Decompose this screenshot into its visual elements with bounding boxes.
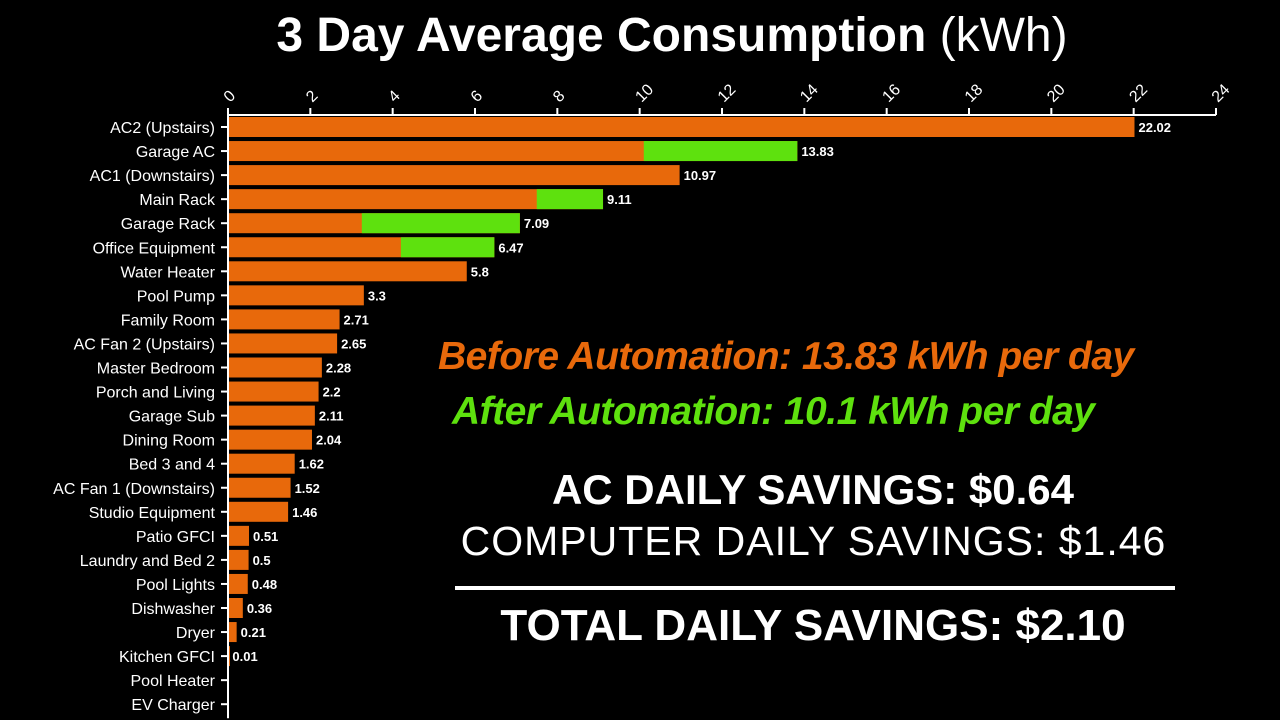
category-label: AC Fan 2 (Upstairs) bbox=[74, 336, 215, 353]
category-label: Pool Heater bbox=[131, 673, 216, 690]
x-tick-label: 22 bbox=[1126, 81, 1151, 106]
value-label: 0.01 bbox=[232, 649, 257, 664]
value-label: 2.04 bbox=[316, 433, 342, 448]
category-label: Dining Room bbox=[123, 433, 215, 450]
category-label: Family Room bbox=[121, 312, 215, 329]
bar-before bbox=[229, 405, 315, 426]
bar-before bbox=[229, 357, 322, 378]
bar-savings-segment bbox=[643, 141, 798, 162]
category-label: Water Heater bbox=[120, 264, 215, 281]
bar-before bbox=[229, 501, 289, 522]
value-labels: 22.02 13.83 10.97 9.11 7.096.47 5.8 3.3 2.71 2.6… bbox=[232, 120, 1171, 664]
bar-savings-segment bbox=[536, 189, 604, 210]
before-automation-text: Before Automation: 13.83 kWh per day bbox=[438, 335, 1134, 378]
bar-savings-segment bbox=[400, 237, 495, 258]
bar-before bbox=[229, 429, 312, 450]
category-label: Patio GFCI bbox=[136, 529, 215, 546]
category-label: Studio Equipment bbox=[89, 505, 216, 522]
x-tick-label: 20 bbox=[1044, 81, 1069, 106]
bar-before bbox=[229, 598, 243, 618]
bar-before bbox=[229, 117, 1135, 137]
category-label: Master Bedroom bbox=[97, 361, 215, 378]
category-label: Dishwasher bbox=[131, 601, 215, 618]
x-axis: 0 2 4 6 8 10 12 14 16 18 20 22 24 bbox=[221, 81, 1234, 116]
value-label: 5.8 bbox=[471, 264, 489, 279]
x-tick-label: 16 bbox=[879, 81, 904, 106]
x-tick-label: 8 bbox=[550, 87, 568, 105]
bar-before bbox=[229, 622, 237, 643]
category-label: Laundry and Bed 2 bbox=[80, 553, 215, 570]
x-tick-label: 0 bbox=[221, 87, 239, 105]
category-label: Pool Pump bbox=[137, 288, 215, 305]
bars bbox=[229, 117, 1135, 667]
bar-before bbox=[229, 189, 604, 210]
after-automation-text: After Automation: 10.1 kWh per day bbox=[452, 390, 1095, 433]
bar-before bbox=[229, 309, 340, 330]
value-label: 2.11 bbox=[319, 409, 344, 424]
x-tick-label: 12 bbox=[715, 81, 740, 106]
chart-title: 3 Day Average Consumption (kWh) bbox=[0, 8, 1280, 63]
bar-before bbox=[229, 525, 249, 546]
bar-savings-segment bbox=[361, 213, 520, 234]
bar-before bbox=[229, 261, 467, 282]
bar-before bbox=[229, 333, 338, 354]
value-label: 2.2 bbox=[323, 385, 341, 400]
value-label: 2.65 bbox=[341, 336, 366, 351]
x-tick-label: 24 bbox=[1209, 81, 1234, 106]
bar-before bbox=[229, 285, 364, 306]
bar-before bbox=[229, 477, 291, 498]
value-label: 13.83 bbox=[801, 144, 834, 159]
category-label: Kitchen GFCI bbox=[119, 649, 215, 666]
value-label: 1.46 bbox=[292, 505, 317, 520]
category-label: AC1 (Downstairs) bbox=[90, 168, 215, 185]
category-label: AC2 (Upstairs) bbox=[110, 120, 215, 137]
x-tick-label: 4 bbox=[385, 87, 403, 105]
category-label: Bed 3 and 4 bbox=[129, 457, 215, 474]
category-label: Garage AC bbox=[136, 144, 215, 161]
bar-before bbox=[229, 453, 295, 474]
bar-before bbox=[229, 646, 230, 667]
category-label: EV Charger bbox=[131, 697, 215, 714]
value-label: 3.3 bbox=[368, 288, 386, 303]
value-label: 0.5 bbox=[253, 553, 271, 568]
savings-divider bbox=[455, 586, 1175, 590]
total-savings-text: TOTAL DAILY SAVINGS: $2.10 bbox=[500, 601, 1126, 650]
value-label: 2.28 bbox=[326, 361, 351, 376]
x-tick-label: 10 bbox=[632, 81, 657, 106]
x-tick-label: 14 bbox=[797, 81, 822, 106]
category-label: Porch and Living bbox=[96, 385, 215, 402]
chart-title-unit: (kWh) bbox=[939, 9, 1068, 62]
ac-savings-text: AC DAILY SAVINGS: $0.64 bbox=[551, 466, 1075, 513]
value-label: 0.21 bbox=[241, 625, 266, 640]
chart-title-main: 3 Day Average Consumption bbox=[276, 9, 927, 62]
x-tick-label: 18 bbox=[962, 81, 987, 106]
bar-before bbox=[229, 165, 680, 186]
value-label: 10.97 bbox=[684, 168, 717, 183]
value-label: 6.47 bbox=[498, 240, 523, 255]
bar-before bbox=[229, 381, 319, 402]
category-label: Garage Sub bbox=[129, 409, 215, 426]
value-label: 1.62 bbox=[299, 457, 324, 472]
x-tick-label: 6 bbox=[468, 87, 486, 105]
category-label: Main Rack bbox=[139, 192, 216, 209]
bar-before bbox=[229, 573, 248, 594]
value-label: 22.02 bbox=[1138, 120, 1171, 135]
value-label: 0.48 bbox=[252, 577, 277, 592]
bar-before bbox=[229, 549, 249, 570]
category-label: AC Fan 1 (Downstairs) bbox=[53, 481, 215, 498]
value-label: 0.36 bbox=[247, 601, 272, 616]
y-axis: AC2 (Upstairs) Garage AC AC1 (Downstairs) M… bbox=[53, 115, 229, 719]
computer-savings-text: COMPUTER DAILY SAVINGS: $1.46 bbox=[460, 518, 1167, 564]
category-label: Office Equipment bbox=[93, 240, 216, 257]
category-label: Dryer bbox=[176, 625, 216, 642]
category-label: Pool Lights bbox=[136, 577, 215, 594]
value-label: 0.51 bbox=[253, 529, 278, 544]
category-label: Garage Rack bbox=[121, 216, 216, 233]
value-label: 7.09 bbox=[524, 216, 549, 231]
value-label: 9.11 bbox=[607, 192, 632, 207]
x-tick-label: 2 bbox=[303, 87, 321, 105]
value-label: 1.52 bbox=[295, 481, 320, 496]
value-label: 2.71 bbox=[344, 312, 369, 327]
